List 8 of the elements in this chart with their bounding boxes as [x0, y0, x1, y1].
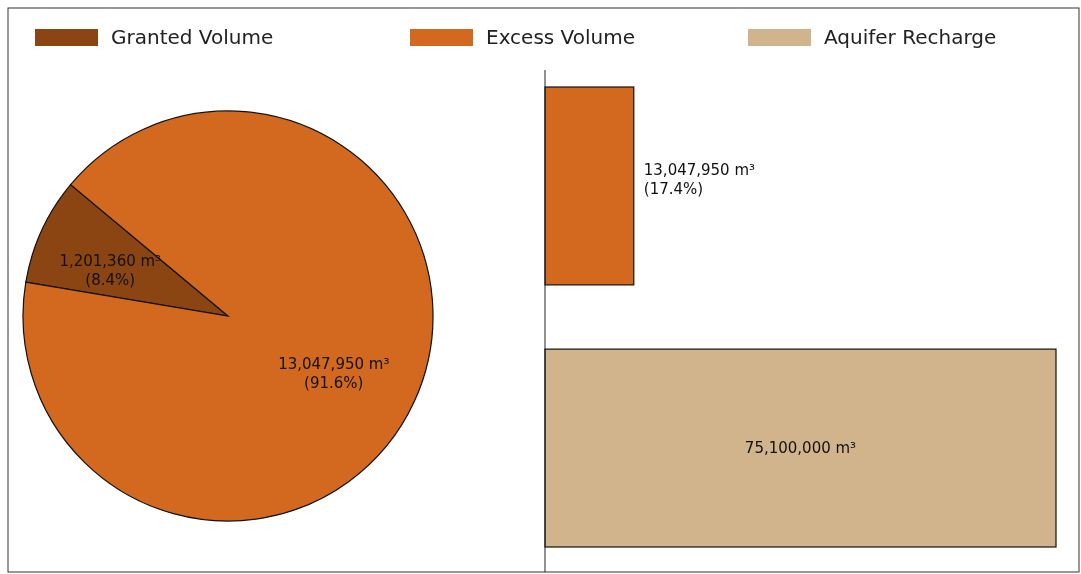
legend-label: Excess Volume	[486, 24, 636, 49]
data-label: 75,100,000 m³	[744, 438, 857, 457]
data-label: 13,047,950 m³ (17.4%)	[643, 160, 756, 198]
legend-label: Aquifer Recharge	[824, 24, 997, 49]
pie-slice	[22, 110, 434, 522]
data-label: 1,201,360 m³ (8.4%)	[59, 251, 162, 289]
data-label: 13,047,950 m³ (91.6%)	[278, 354, 390, 392]
legend-label: Granted Volume	[111, 24, 274, 49]
